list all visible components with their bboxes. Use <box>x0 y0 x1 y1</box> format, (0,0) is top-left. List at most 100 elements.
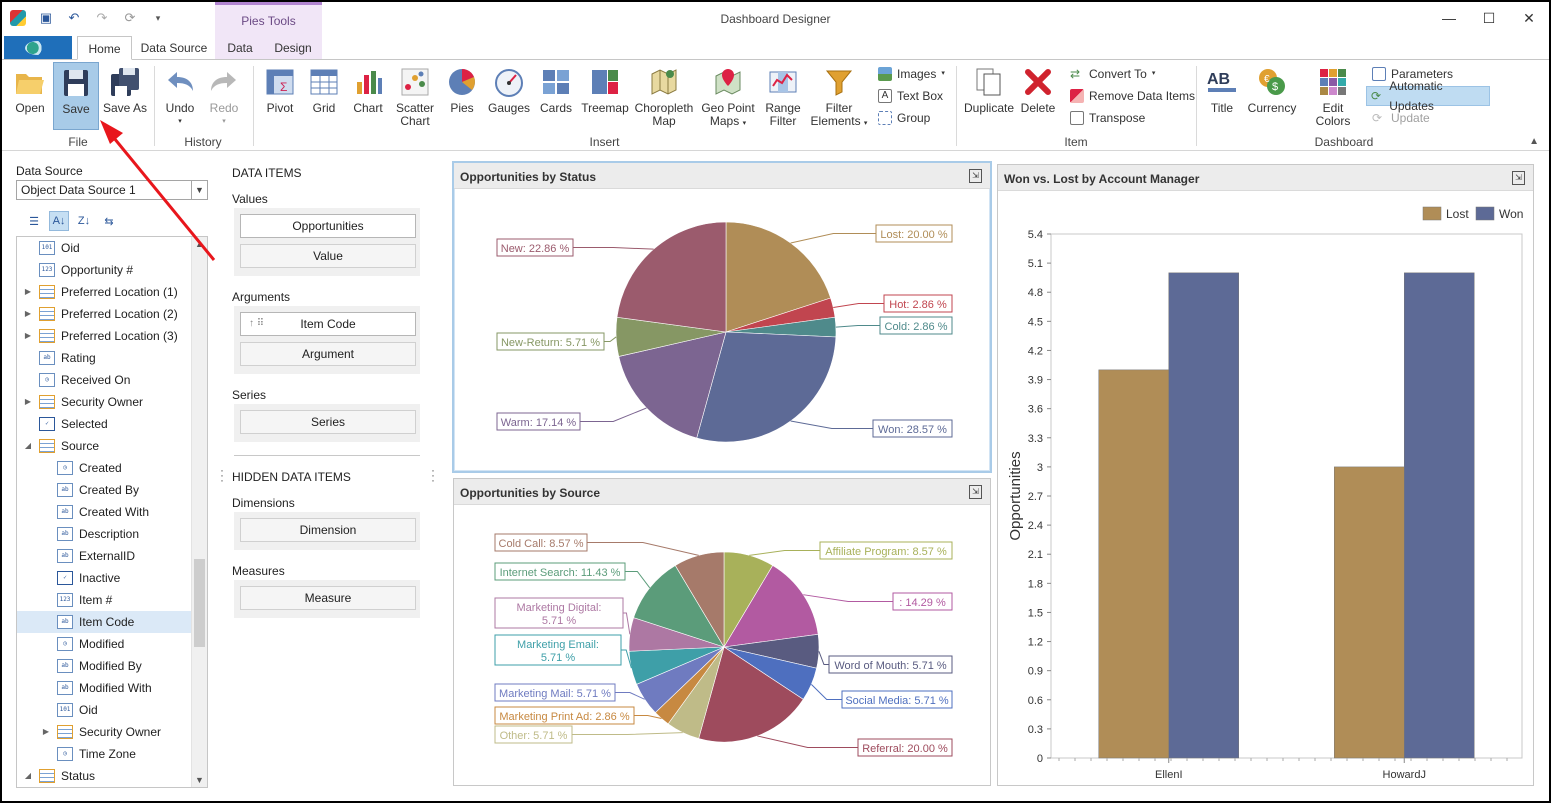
tree-item[interactable]: ✓ Inactive <box>17 567 192 589</box>
pie-panel-status[interactable]: Opportunities by Status ⇲ Lost: 20.00 % H… <box>452 161 992 473</box>
images-button[interactable]: Images ▾ <box>874 64 949 84</box>
edit-colors-button[interactable]: Edit Colors <box>1304 62 1362 130</box>
splitter-grip-icon[interactable]: · · · <box>431 463 435 487</box>
pie-slice[interactable] <box>723 565 819 648</box>
expand-toggle-icon[interactable]: ▶ <box>24 397 32 406</box>
pies-button[interactable]: Pies <box>442 62 482 130</box>
minimize-icon[interactable]: — <box>1442 10 1456 26</box>
sort-ascending-icon[interactable]: A↓ <box>49 211 69 231</box>
gauges-button[interactable]: Gauges <box>486 62 532 130</box>
arguments-placeholder[interactable]: Argument <box>240 342 416 366</box>
sort-descending-icon[interactable]: Z↓ <box>77 215 91 227</box>
expand-toggle-icon[interactable]: ◢ <box>24 771 32 780</box>
treemap-button[interactable]: Treemap <box>580 62 630 130</box>
customize-qat-icon[interactable]: ▾ <box>155 12 161 23</box>
refresh-icon[interactable]: ⟳ <box>124 10 136 25</box>
pie-slice[interactable] <box>698 646 804 743</box>
export-icon[interactable]: ⇲ <box>969 169 982 183</box>
dimensions-placeholder[interactable]: Dimension <box>240 518 416 542</box>
splitter-grip-icon[interactable]: · · · <box>220 463 224 487</box>
expand-toggle-icon[interactable]: ▶ <box>42 727 50 736</box>
maximize-icon[interactable]: ☐ <box>1482 10 1496 26</box>
undo-button[interactable]: Undo ▾ <box>160 62 200 130</box>
chart-button[interactable]: Chart <box>348 62 388 130</box>
export-icon[interactable]: ⇲ <box>969 485 982 499</box>
tree-item[interactable]: ▶ Security Owner <box>17 721 192 743</box>
tree-item[interactable]: ab Item Code <box>17 611 192 633</box>
tree-item[interactable]: ab Modified By <box>17 655 192 677</box>
pie-slice[interactable] <box>618 331 727 439</box>
scatter-chart-button[interactable]: Scatter Chart <box>392 62 438 130</box>
title-button[interactable]: AB Title <box>1202 62 1242 130</box>
scroll-up-icon[interactable]: ▲ <box>195 239 204 249</box>
expand-toggle-icon[interactable]: ◢ <box>24 441 32 450</box>
tree-item[interactable]: ab Created With <box>17 501 192 523</box>
tree-scrollbar[interactable]: ▲ ▼ <box>191 237 207 787</box>
update-button[interactable]: ⟳ Update <box>1368 108 1434 128</box>
tree-item[interactable]: ◢ Source <box>17 435 192 457</box>
tab-home[interactable]: Home <box>77 36 132 60</box>
bar[interactable] <box>1334 466 1405 759</box>
collapse-ribbon-icon[interactable]: ▲ <box>1529 136 1539 147</box>
pivot-button[interactable]: Σ Pivot <box>260 62 300 130</box>
tree-item[interactable]: 123 Opportunity # <box>17 259 192 281</box>
cards-button[interactable]: Cards <box>536 62 576 130</box>
expand-toggle-icon[interactable]: ▶ <box>24 309 32 318</box>
tab-design[interactable]: Design <box>274 41 312 55</box>
tree-item[interactable]: ◷ Time Zone <box>17 743 192 765</box>
pie-slice[interactable] <box>725 221 831 333</box>
tree-item[interactable]: ▶ Security Owner <box>17 391 192 413</box>
automatic-updates-toggle[interactable]: ⟳ Automatic Updates <box>1366 79 1490 113</box>
duplicate-button[interactable]: Duplicate <box>964 62 1014 130</box>
redo-button[interactable]: Redo ▾ <box>204 62 244 130</box>
redo-icon[interactable]: ↷ <box>96 10 108 25</box>
delete-button[interactable]: Delete <box>1018 62 1058 130</box>
transpose-button[interactable]: Transpose <box>1066 108 1149 128</box>
bar[interactable] <box>1168 272 1239 759</box>
undo-icon[interactable]: ↶ <box>68 10 80 25</box>
save-icon[interactable]: ▣ <box>39 10 53 25</box>
remove-data-items-button[interactable]: Remove Data Items <box>1066 86 1199 106</box>
parameters-button[interactable]: Parameters <box>1368 64 1457 84</box>
tab-data[interactable]: Data <box>227 41 253 55</box>
tab-data-source[interactable]: Data Source <box>140 41 208 55</box>
save-button[interactable]: Save <box>53 62 99 130</box>
tree-item[interactable]: ▶ Preferred Location (2) <box>17 303 192 325</box>
geo-point-maps-button[interactable]: Geo Point Maps ▾ <box>700 62 756 130</box>
sort-arrow-icon[interactable]: ↑ ⠿ <box>249 318 265 329</box>
export-icon[interactable]: ⇲ <box>1512 171 1525 185</box>
currency-button[interactable]: $ € Currency <box>1246 62 1298 130</box>
bar-chart-panel[interactable]: Won vs. Lost by Account Manager ⇲ 0 0.3 0.… <box>997 164 1534 786</box>
scroll-down-icon[interactable]: ▼ <box>195 775 204 785</box>
tree-item[interactable]: ab Created By <box>17 479 192 501</box>
tree-item[interactable]: ▶ Preferred Location (1) <box>17 281 192 303</box>
save-as-button[interactable]: Save As <box>102 62 148 130</box>
tree-item[interactable]: 101 Oid <box>17 699 192 721</box>
group-button[interactable]: Group <box>874 108 934 128</box>
scroll-thumb[interactable] <box>194 559 205 647</box>
pie-slice[interactable] <box>696 331 837 443</box>
bar[interactable] <box>1404 272 1475 759</box>
tree-item[interactable]: ab Rating <box>17 347 192 369</box>
tree-item[interactable]: ◷ Modified <box>17 633 192 655</box>
tree-item[interactable]: ab Modified With <box>17 677 192 699</box>
tree-item[interactable]: 123 Item # <box>17 589 192 611</box>
convert-to-button[interactable]: ⇄ Convert To ▾ <box>1066 64 1159 84</box>
tree-item[interactable]: ▶ Preferred Location (3) <box>17 325 192 347</box>
refresh-fields-icon[interactable]: ⇆ <box>104 215 114 228</box>
text-box-button[interactable]: A Text Box <box>874 86 947 106</box>
values-item-opportunities[interactable]: Opportunities <box>240 214 416 238</box>
group-by-type-icon[interactable]: ☰ <box>29 215 39 228</box>
measures-placeholder[interactable]: Measure <box>240 586 416 610</box>
expand-toggle-icon[interactable]: ▶ <box>24 287 32 296</box>
open-button[interactable]: Open <box>10 62 50 130</box>
data-source-dropdown[interactable]: Object Data Source 1 ▼ <box>16 180 208 200</box>
chevron-down-icon[interactable]: ▼ <box>191 181 207 199</box>
tree-item[interactable]: ◷ Received On <box>17 369 192 391</box>
filter-elements-button[interactable]: Filter Elements ▾ <box>810 62 868 130</box>
arguments-item[interactable]: ↑ ⠿ Item Code <box>240 312 416 336</box>
application-menu-button[interactable] <box>4 36 72 59</box>
tree-item[interactable]: ab ExternalID <box>17 545 192 567</box>
tree-item[interactable]: ◷ Created <box>17 457 192 479</box>
tree-item[interactable]: ab Description <box>17 523 192 545</box>
